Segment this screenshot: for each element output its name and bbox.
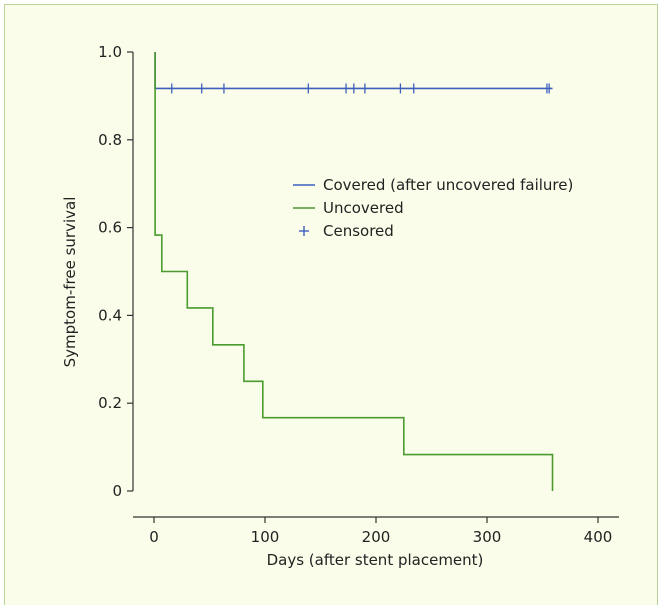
y-tick-label: 0.2 — [98, 394, 122, 412]
censored-marks — [171, 83, 550, 94]
legend-label: Uncovered — [323, 199, 404, 217]
y-tick-label: 0.6 — [98, 219, 122, 237]
figure-panel: 0 0.2 0.4 0.6 0.8 1.0 0 100 200 300 400 Covered (a… — [4, 4, 658, 605]
y-tick-label: 1.0 — [98, 43, 122, 61]
series-line-uncovered — [154, 52, 554, 491]
y-tick-label: 0.4 — [98, 306, 122, 324]
series-lines — [154, 52, 554, 491]
y-axis-title: Symptom-free survival — [61, 197, 79, 368]
series-line-covered — [154, 52, 553, 90]
x-tick-label: 400 — [584, 528, 613, 546]
x-tick-label: 200 — [362, 528, 391, 546]
legend-label: Censored — [323, 222, 394, 240]
legend: Covered (after uncovered failure) Uncover… — [293, 176, 573, 240]
tick-labels: 0 0.2 0.4 0.6 0.8 1.0 0 100 200 300 400 — [98, 43, 612, 546]
legend-label: Covered (after uncovered failure) — [323, 176, 573, 194]
axes — [127, 51, 619, 523]
x-axis-title: Days (after stent placement) — [267, 551, 484, 569]
km-chart: 0 0.2 0.4 0.6 0.8 1.0 0 100 200 300 400 Covered (a… — [61, 43, 619, 569]
y-tick-label: 0.8 — [98, 131, 122, 149]
x-tick-label: 0 — [149, 528, 159, 546]
x-tick-label: 300 — [473, 528, 502, 546]
x-tick-label: 100 — [251, 528, 280, 546]
y-tick-label: 0 — [112, 482, 122, 500]
